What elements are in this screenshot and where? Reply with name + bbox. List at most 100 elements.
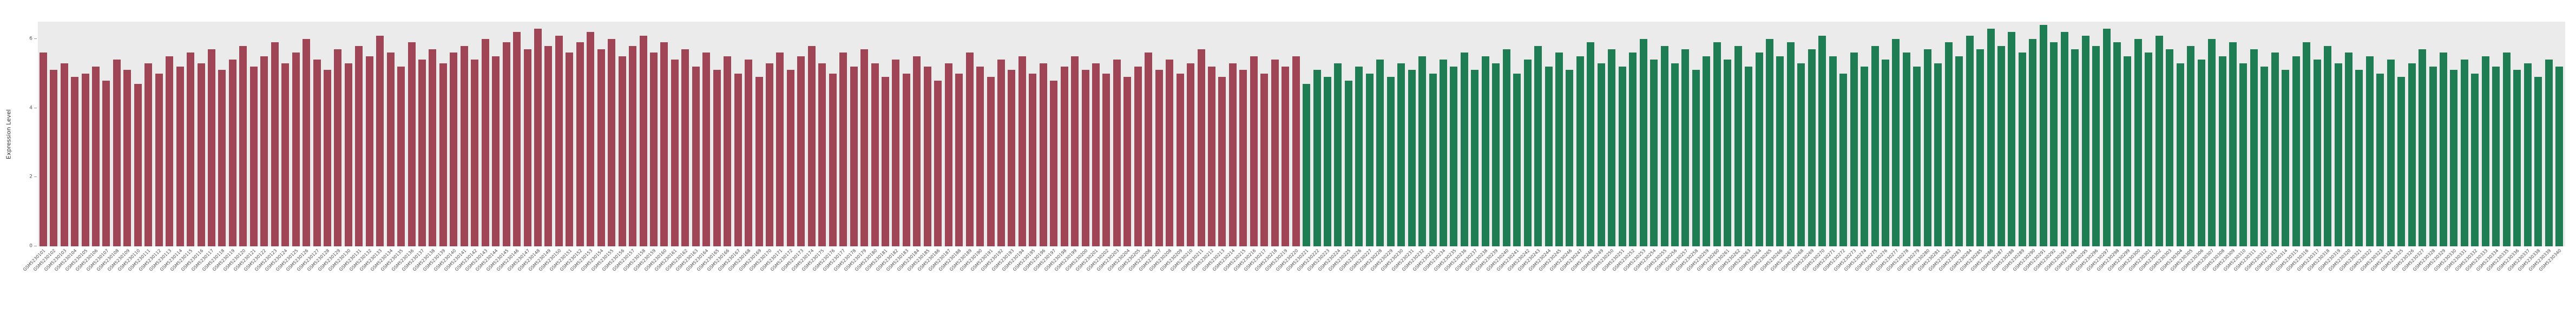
bar	[2282, 70, 2290, 246]
bar-slot	[1775, 22, 1785, 246]
bar	[2502, 53, 2511, 246]
bar	[2313, 60, 2321, 246]
bar	[2355, 70, 2363, 246]
bar-slot	[1670, 22, 1680, 246]
bar	[113, 60, 121, 246]
bar	[1071, 56, 1079, 246]
bar-slot	[196, 22, 206, 246]
bar-slot	[259, 22, 270, 246]
bar	[1292, 56, 1300, 246]
bar-slot	[722, 22, 732, 246]
bar-slot	[586, 22, 596, 246]
bar	[1766, 38, 1774, 246]
bar	[1471, 70, 1479, 246]
bar-slot	[2249, 22, 2259, 246]
bar	[249, 67, 258, 246]
bar	[1050, 80, 1058, 246]
bar-slot	[627, 22, 638, 246]
bar-slot	[2522, 22, 2533, 246]
bar-slot	[248, 22, 259, 246]
bar	[1681, 49, 1690, 246]
bar	[860, 49, 869, 246]
bar-slot	[1069, 22, 1080, 246]
bar-slot	[796, 22, 806, 246]
bar	[334, 49, 342, 246]
bar	[1555, 53, 1563, 246]
bar	[987, 77, 995, 246]
bar-slot	[1522, 22, 1533, 246]
bar-slot	[648, 22, 659, 246]
bar	[1344, 80, 1352, 246]
bar	[1334, 63, 1342, 246]
bar	[1797, 63, 1805, 246]
bar	[197, 63, 205, 246]
bar-slot	[1449, 22, 1459, 246]
bar-slot	[1164, 22, 1174, 246]
y-tick-label: 6	[29, 36, 32, 42]
bar	[807, 45, 816, 246]
bar	[1439, 60, 1447, 246]
bar-slot	[1217, 22, 1227, 246]
bar	[50, 70, 58, 246]
bar-slot	[975, 22, 985, 246]
bar-slot	[101, 22, 111, 246]
bar-slot	[596, 22, 606, 246]
bar	[292, 53, 300, 246]
bar-slot	[2133, 22, 2143, 246]
bar	[955, 73, 963, 246]
bar-slot	[543, 22, 554, 246]
bar-slot	[1322, 22, 1332, 246]
bar-slot	[238, 22, 248, 246]
bar-slot	[417, 22, 427, 246]
bar	[1481, 56, 1489, 246]
bar	[460, 45, 468, 246]
bar	[1818, 35, 1826, 246]
bar-slot	[2101, 22, 2112, 246]
bar	[2545, 60, 2553, 246]
bar-slot	[385, 22, 396, 246]
bar-slot	[922, 22, 932, 246]
bar	[1660, 45, 1668, 246]
plot-area	[38, 22, 2565, 246]
bar-slot	[322, 22, 332, 246]
bar	[1418, 56, 1427, 246]
bar	[1639, 38, 1647, 246]
bar-slot	[659, 22, 669, 246]
bar-slot	[1954, 22, 1964, 246]
bar	[1976, 49, 1984, 246]
bar	[1997, 45, 2005, 246]
bar	[681, 49, 689, 246]
bar-slot	[2322, 22, 2332, 246]
bar	[2271, 53, 2279, 246]
bar-slot	[217, 22, 227, 246]
bar-slot	[964, 22, 975, 246]
x-axis: GSM5230101 GSM5230102 GSM5230103 GSM5230104…	[22, 247, 2565, 307]
bar	[2029, 38, 2037, 246]
bar-slot	[490, 22, 501, 246]
bar-slot	[2512, 22, 2522, 246]
bar-slot	[2301, 22, 2311, 246]
bar-slot	[1112, 22, 1122, 246]
bar	[523, 49, 531, 246]
bar	[776, 53, 784, 246]
bar	[1134, 67, 1142, 246]
bar	[39, 53, 47, 246]
bar-slot	[2059, 22, 2069, 246]
bar	[1745, 67, 1753, 246]
bar-slot	[2470, 22, 2480, 246]
bar-slot	[449, 22, 459, 246]
bar-slot	[1922, 22, 1933, 246]
y-tick-label: 2	[29, 174, 32, 180]
bar	[1492, 63, 1500, 246]
bar	[786, 70, 794, 246]
bar-slot	[2217, 22, 2227, 246]
bar-slot	[1407, 22, 1417, 246]
bar	[2534, 77, 2542, 246]
bar	[555, 35, 563, 246]
bar	[544, 45, 553, 246]
bar	[765, 63, 773, 246]
bar	[1376, 60, 1384, 246]
bar	[913, 56, 921, 246]
bar	[660, 42, 668, 246]
bar	[713, 70, 721, 246]
